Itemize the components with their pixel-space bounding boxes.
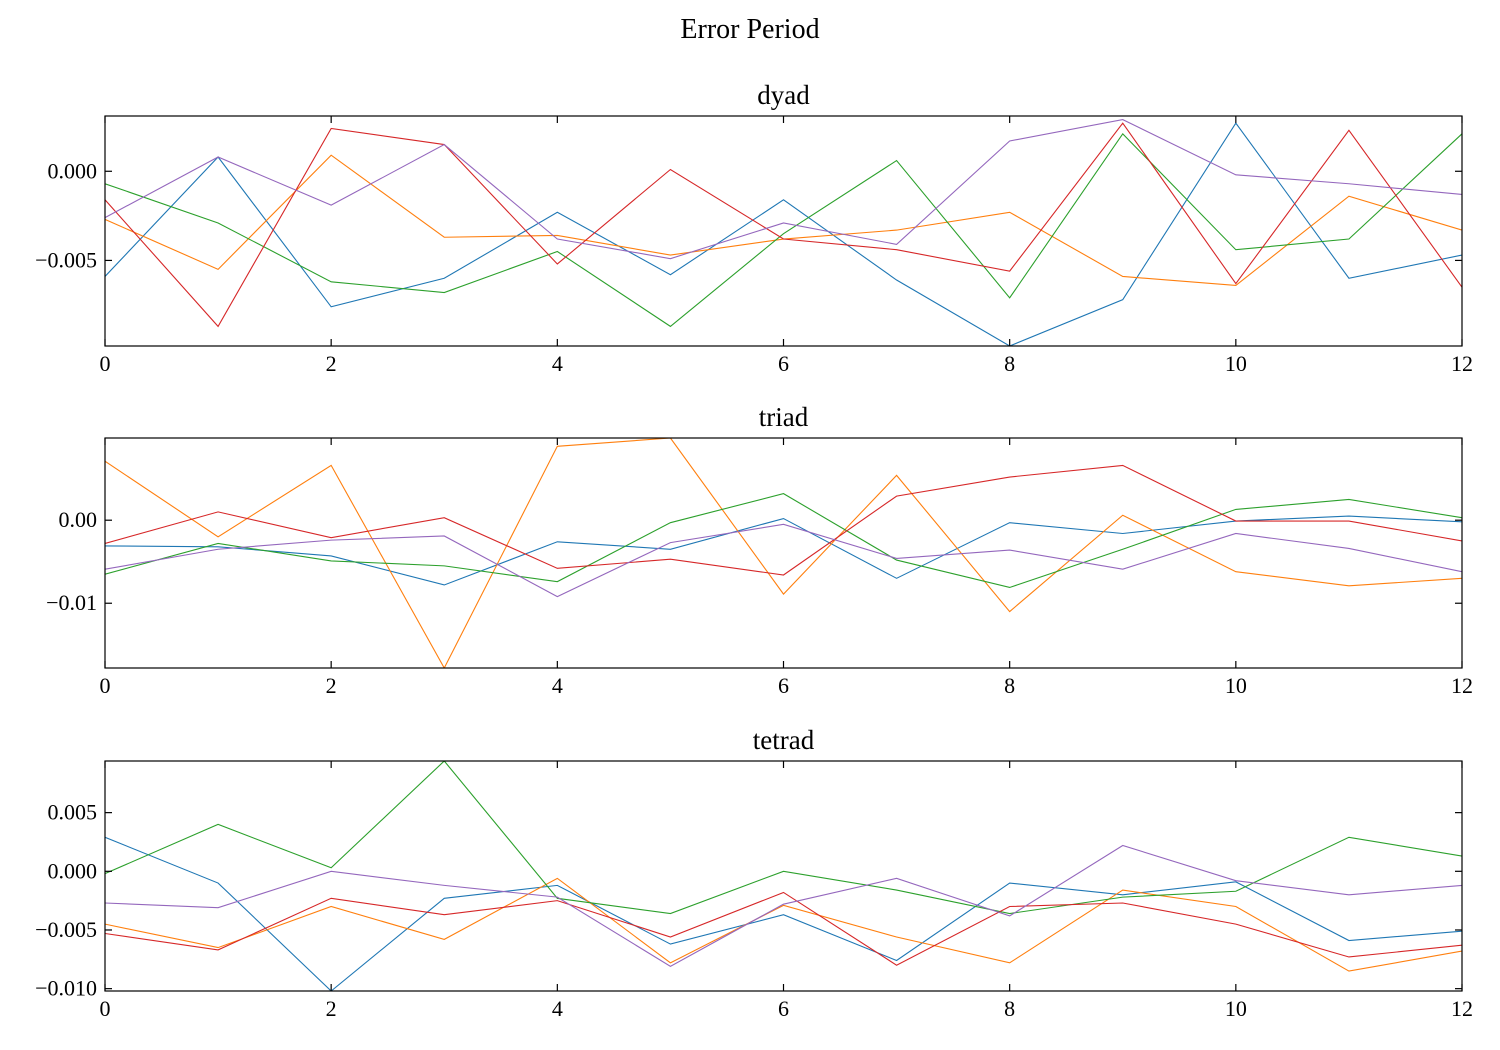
y-tick-label: −0.01 [46,590,97,615]
subplot-title: triad [759,402,809,432]
subplot-0: dyad 0 2 4 6 8 10 12 0.000 −0.005 [35,80,1473,376]
x-tick-label: 0 [100,673,111,698]
series-line-4 [105,523,1462,598]
x-tick-label: 2 [326,996,337,1021]
y-tick-label: 0.005 [48,800,98,825]
series-line-4 [105,118,1462,260]
subplot-1: triad 0 2 4 6 8 10 12 0.00 −0.01 [46,402,1473,698]
y-tick-label: −0.005 [35,917,97,942]
x-tick-label: 6 [778,351,789,376]
series-line-2 [105,761,1462,915]
series-line-1 [105,438,1462,668]
series-group [105,438,1462,668]
series-line-4 [105,844,1462,967]
subplot-title: tetrad [753,725,815,755]
series-group [105,761,1462,991]
x-tick-label: 10 [1225,351,1247,376]
x-tick-label: 12 [1451,351,1473,376]
series-line-0 [105,836,1462,991]
y-tick-label: −0.005 [35,247,97,272]
x-tick-label: 10 [1225,996,1247,1021]
x-tick-label: 2 [326,673,337,698]
figure-title: Error Period [680,14,820,45]
series-line-2 [105,132,1462,328]
y-tick-label: 0.00 [59,507,98,532]
subplot-title: dyad [757,80,810,110]
y-tick-label: 0.000 [48,158,98,183]
x-tick-label: 8 [1004,996,1015,1021]
x-tick-label: 8 [1004,673,1015,698]
y-tick-label: 0.000 [48,858,98,883]
series-line-2 [105,493,1462,589]
series-line-1 [105,877,1462,972]
series-line-1 [105,154,1462,286]
x-tick-label: 0 [100,996,111,1021]
x-tick-label: 4 [552,996,563,1021]
plot-frame [104,760,1463,992]
x-tick-label: 12 [1451,996,1473,1021]
x-tick-label: 8 [1004,351,1015,376]
plot-frame [104,437,1463,669]
y-tick-label: −0.010 [35,976,97,1001]
series-line-3 [105,891,1462,966]
series-group [105,118,1462,346]
x-tick-label: 4 [552,673,563,698]
subplot-2: tetrad 0 2 4 6 8 10 12 0.005 0.000 −0.005 −0.010 [35,725,1473,1021]
x-tick-label: 6 [778,673,789,698]
x-tick-label: 6 [778,996,789,1021]
series-line-3 [105,122,1462,328]
x-tick-label: 12 [1451,673,1473,698]
series-line-0 [105,122,1462,346]
x-tick-label: 10 [1225,673,1247,698]
x-tick-label: 0 [100,351,111,376]
x-tick-label: 4 [552,351,563,376]
series-line-3 [105,464,1462,576]
x-tick-label: 2 [326,351,337,376]
plot-frame [104,115,1463,347]
